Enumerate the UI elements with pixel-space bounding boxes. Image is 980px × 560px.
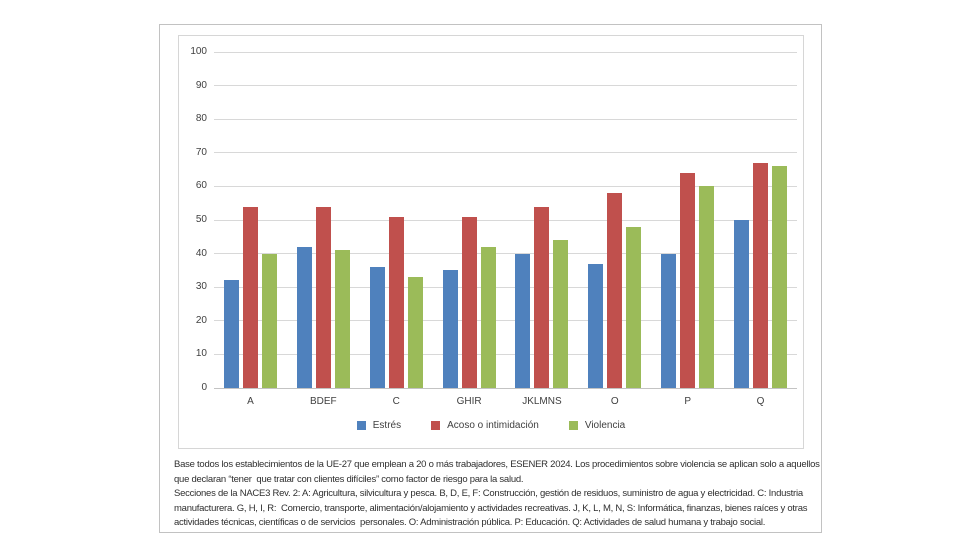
gridline xyxy=(214,286,797,288)
y-tick-label: 100 xyxy=(190,46,207,57)
y-tick-label: 70 xyxy=(195,146,207,158)
legend-item: Estrés xyxy=(356,420,402,431)
bar-q xyxy=(772,166,788,388)
gridline xyxy=(214,387,797,389)
report-page: 0 10 20 30 40 50 60 70 80 90 100 A BDEF C GHIR JKLMNS O… xyxy=(159,24,822,533)
bar-o xyxy=(626,226,642,388)
gridline xyxy=(214,320,797,322)
gridline xyxy=(214,118,797,120)
gridline xyxy=(214,152,797,154)
x-axis-label: P xyxy=(684,396,692,407)
bar-c xyxy=(388,216,404,388)
bar-group-jklmns xyxy=(506,52,579,388)
gridline xyxy=(214,253,797,255)
gridline xyxy=(214,85,797,87)
bar-a xyxy=(261,253,277,388)
y-tick-label: 80 xyxy=(195,113,207,125)
bar-group-ghir xyxy=(433,52,506,388)
bar-group-a xyxy=(214,52,287,388)
bar-group-c xyxy=(360,52,433,388)
bar-p xyxy=(680,172,696,388)
footnote-line: Secciones de la NACE3 Rev. 2: A: Agricul… xyxy=(174,488,803,500)
bar-ghir xyxy=(442,270,458,388)
bar-group-bdef xyxy=(287,52,360,388)
legend-label: Violencia xyxy=(584,420,626,431)
chart-legend: Estrés Acoso o intimidación Violencia xyxy=(179,420,803,431)
bar-ghir xyxy=(461,216,477,388)
gridline xyxy=(214,219,797,221)
y-tick-label: 60 xyxy=(195,180,207,192)
y-tick-label: 50 xyxy=(195,214,207,225)
y-tick-label: 30 xyxy=(195,281,207,293)
y-tick-label: 90 xyxy=(195,79,207,91)
bar-c xyxy=(369,267,385,388)
legend-swatch xyxy=(431,421,441,430)
gridline xyxy=(214,51,797,53)
bar-p xyxy=(661,253,677,388)
y-tick-label: 20 xyxy=(195,314,207,326)
bar-jklmns xyxy=(534,206,550,388)
footnotes: Base todos los establecimientos de la UE… xyxy=(174,458,820,531)
gridline xyxy=(214,185,797,187)
bar-group-o xyxy=(578,52,651,388)
y-tick-label: 0 xyxy=(201,382,207,393)
y-tick-label: 40 xyxy=(195,247,207,259)
y-tick-label: 10 xyxy=(195,348,207,360)
legend-swatch xyxy=(356,421,366,430)
legend-item: Acoso o intimidación xyxy=(431,420,539,431)
x-axis-label: A xyxy=(247,396,254,407)
bar-bdef xyxy=(315,206,331,388)
bar-ghir xyxy=(480,246,496,388)
plot-area xyxy=(214,51,797,389)
bar-o xyxy=(607,193,623,388)
bar-q xyxy=(734,220,750,388)
legend-label: Estrés xyxy=(372,420,402,431)
x-axis-label: C xyxy=(392,396,400,407)
bar-q xyxy=(753,162,769,388)
bar-bdef xyxy=(296,246,312,388)
footnote-line: manufacturera. G, H, I, R: Comercio, tra… xyxy=(174,502,808,514)
bar-c xyxy=(407,277,423,388)
bar-jklmns xyxy=(515,253,531,388)
bar-a xyxy=(223,280,239,388)
bar-a xyxy=(242,206,258,388)
x-axis-label: O xyxy=(610,396,619,407)
bar-p xyxy=(699,186,715,388)
bar-bdef xyxy=(334,250,350,388)
footnote-line: actividades técnicas, científicas o de s… xyxy=(174,517,766,529)
bar-group-q xyxy=(724,52,797,388)
footnote-line: Base todos los establecimientos de la UE… xyxy=(174,459,820,470)
x-axis-label: GHIR xyxy=(456,396,482,407)
x-axis-label: JKLMNS xyxy=(522,396,562,407)
x-axis-label: BDEF xyxy=(309,396,337,407)
bar-o xyxy=(588,263,604,388)
legend-label: Acoso o intimidación xyxy=(447,420,539,431)
gridline xyxy=(214,353,797,355)
legend-item: Violencia xyxy=(568,420,626,431)
bar-group-p xyxy=(651,52,724,388)
bar-chart: 0 10 20 30 40 50 60 70 80 90 100 A BDEF C GHIR JKLMNS O… xyxy=(178,35,804,449)
bar-jklmns xyxy=(553,240,569,388)
x-axis-labels: A BDEF C GHIR JKLMNS O P Q xyxy=(214,395,797,409)
legend-swatch xyxy=(568,421,578,430)
x-axis-label: Q xyxy=(756,396,765,407)
footnote-line: que declaran “tener que tratar con clien… xyxy=(174,473,524,485)
